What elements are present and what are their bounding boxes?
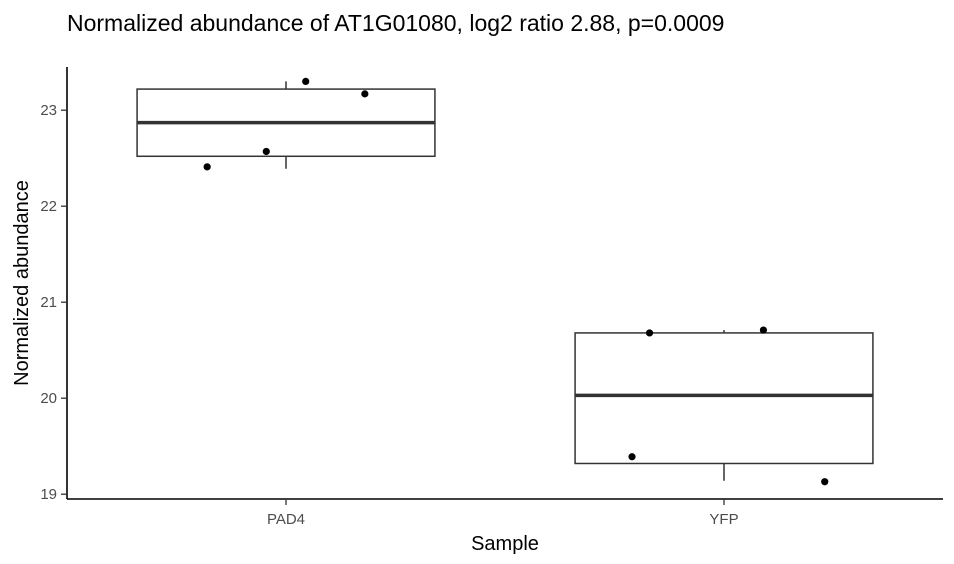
data-point xyxy=(628,453,636,461)
y-tick-label: 21 xyxy=(40,294,57,311)
x-axis-title: Sample xyxy=(471,533,539,555)
x-tick-label: YFP xyxy=(709,511,738,528)
y-tick-label: 22 xyxy=(40,198,57,215)
x-axis-ticks: PAD4 YFP xyxy=(267,499,739,528)
data-point xyxy=(361,90,369,98)
chart-title: Normalized abundance of AT1G01080, log2 … xyxy=(67,10,724,36)
y-tick-label: 19 xyxy=(40,486,57,503)
data-point xyxy=(203,163,211,171)
x-tick-label: PAD4 xyxy=(267,511,305,528)
box-yfp xyxy=(574,332,874,465)
y-tick-label: 20 xyxy=(40,390,57,407)
data-point xyxy=(821,478,829,486)
data-point xyxy=(302,77,310,85)
y-axis-ticks: 19 20 21 22 23 xyxy=(40,102,67,503)
data-point xyxy=(759,326,768,334)
data-point xyxy=(262,147,270,156)
data-point xyxy=(645,329,654,337)
plot-area xyxy=(136,77,874,486)
y-axis-title: Normalized abundance xyxy=(11,180,33,386)
y-tick-label: 23 xyxy=(40,102,57,119)
